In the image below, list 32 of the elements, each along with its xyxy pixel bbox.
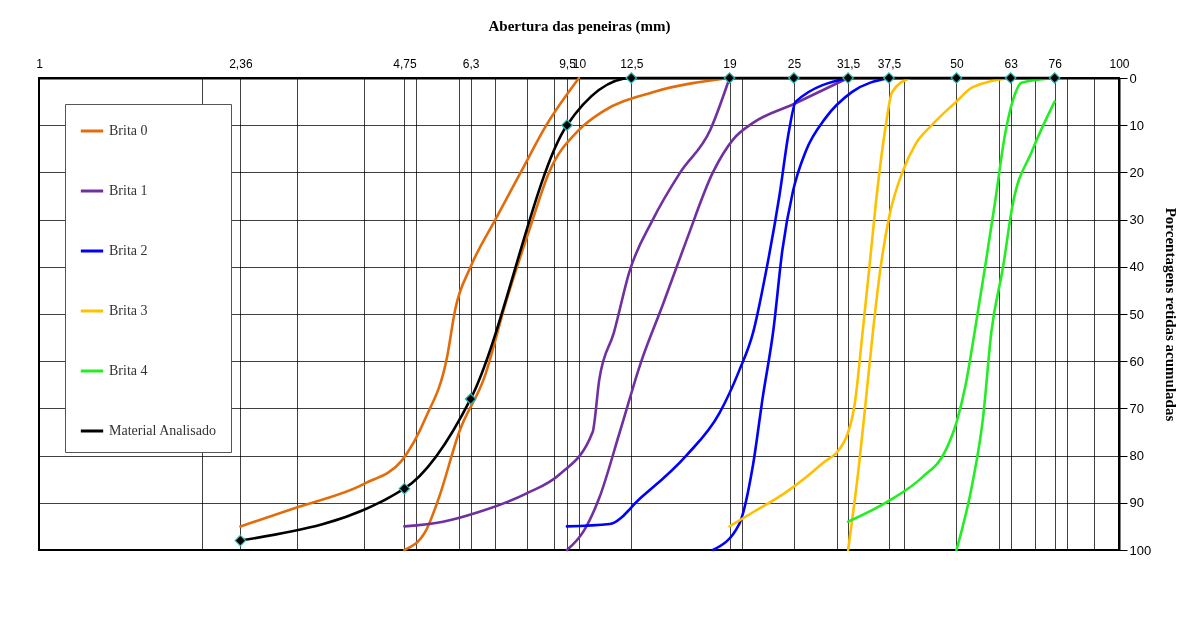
x-tick-label: 100 [1109, 56, 1130, 71]
x-tick-label: 25 [787, 56, 802, 71]
x-tick-label: 63 [1004, 56, 1019, 71]
x-tick-label: 12,5 [620, 56, 644, 71]
y-tick-label: 20 [1129, 164, 1144, 180]
x-tick-label: 76 [1048, 56, 1063, 71]
x-tick-label: 37,5 [877, 56, 902, 71]
legend-label: Material Analisado [109, 423, 216, 438]
y-tick-label: 30 [1129, 212, 1144, 228]
legend-label: Brita 0 [109, 123, 148, 138]
y-axis-title: Porcentagens retidas acumuladas [1163, 207, 1180, 422]
x-tick-label: 31,5 [836, 56, 861, 71]
y-tick-label: 10 [1129, 117, 1144, 133]
x-tick-label: 1 [36, 56, 44, 71]
y-tick-label: 80 [1129, 448, 1144, 464]
y-tick-label: 0 [1129, 70, 1137, 86]
y-tick-label: 60 [1129, 353, 1144, 369]
y-tick-label: 70 [1129, 400, 1144, 416]
x-tick-label: 19 [723, 56, 738, 71]
y-tick-label: 40 [1129, 259, 1144, 275]
x-tick-label: 6,3 [462, 56, 480, 71]
legend-label: Brita 4 [109, 363, 148, 378]
x-tick-label: 50 [950, 56, 964, 71]
y-tick-label: 90 [1129, 495, 1144, 511]
x-axis-title: Abertura das peneiras (mm) [488, 17, 671, 35]
legend-label: Brita 3 [109, 303, 148, 318]
x-tick-label: 4,75 [393, 56, 417, 71]
y-tick-label: 50 [1129, 306, 1144, 322]
legend-label: Brita 1 [109, 183, 148, 198]
y-tick-label: 100 [1129, 542, 1152, 558]
legend-label: Brita 2 [109, 243, 148, 258]
x-tick-label: 2,36 [229, 56, 253, 71]
